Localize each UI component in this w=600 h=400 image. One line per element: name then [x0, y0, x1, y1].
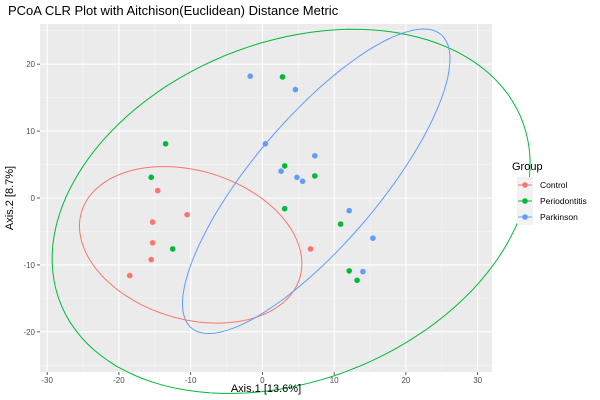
point-parkinson	[312, 153, 318, 159]
point-control	[149, 219, 156, 225]
y-axis-title: Axis.2 [8.7%]	[4, 166, 16, 230]
x-tick-label: 0	[260, 376, 265, 385]
point-parkinson	[299, 178, 306, 185]
legend-key-parkinson	[517, 209, 533, 225]
point-parkinson	[360, 268, 366, 275]
point-periodontitis	[354, 277, 360, 284]
point-periodontitis	[169, 246, 176, 252]
point-periodontitis	[281, 163, 288, 169]
grid-lines	[40, 24, 492, 372]
point-parkinson	[292, 86, 299, 93]
y-tick-label: 10	[26, 127, 35, 136]
point-parkinson	[247, 73, 253, 79]
point-periodontitis	[346, 268, 353, 274]
ellipse-parkinson	[182, 28, 451, 335]
x-tick-label: -30	[41, 376, 53, 385]
legend-label: Parkinson	[540, 212, 578, 222]
x-axis-ticks: -30 -20 -10 0 10 20 30	[41, 372, 483, 385]
x-tick-label: 10	[330, 376, 339, 385]
point-control	[126, 272, 133, 279]
x-tick-label: 20	[401, 376, 410, 385]
legend-title: Group	[512, 161, 543, 173]
point-periodontitis	[279, 74, 286, 80]
ellipse-control	[79, 166, 303, 324]
x-axis-title: Axis.1 [13.6%]	[231, 383, 301, 395]
chart-title: PCoA CLR Plot with Aitchison(Euclidean) …	[8, 3, 339, 18]
point-parkinson	[346, 207, 353, 214]
point-periodontitis	[281, 205, 288, 212]
y-tick-label: 0	[31, 194, 36, 203]
data-points	[126, 73, 376, 284]
y-tick-label: -10	[23, 261, 35, 270]
point-periodontitis	[162, 141, 169, 147]
point-parkinson	[294, 174, 300, 181]
x-tick-label: -20	[113, 376, 125, 385]
point-control	[148, 256, 154, 263]
point-periodontitis	[337, 221, 344, 227]
point-periodontitis	[148, 174, 154, 181]
legend: Group Control Periodontitis Parkinson	[512, 161, 587, 225]
point-parkinson	[262, 141, 269, 147]
x-tick-label: 30	[473, 376, 482, 385]
legend-label: Control	[540, 180, 568, 190]
y-tick-label: -20	[23, 328, 35, 337]
point-control	[307, 246, 314, 252]
y-tick-label: 20	[26, 60, 35, 69]
point-periodontitis	[312, 173, 318, 179]
legend-key-control	[517, 177, 533, 193]
y-axis-ticks: -20 -10 0 10 20	[23, 60, 40, 337]
legend-key-periodontitis	[517, 193, 533, 209]
legend-label: Periodontitis	[540, 196, 587, 206]
point-control	[184, 211, 190, 218]
x-tick-label: -10	[185, 376, 197, 385]
point-parkinson	[278, 168, 284, 174]
point-parkinson	[370, 235, 376, 241]
point-control	[154, 187, 161, 194]
point-control	[149, 240, 156, 246]
confidence-ellipses	[51, 28, 531, 394]
ellipse-periodontitis	[51, 28, 531, 394]
